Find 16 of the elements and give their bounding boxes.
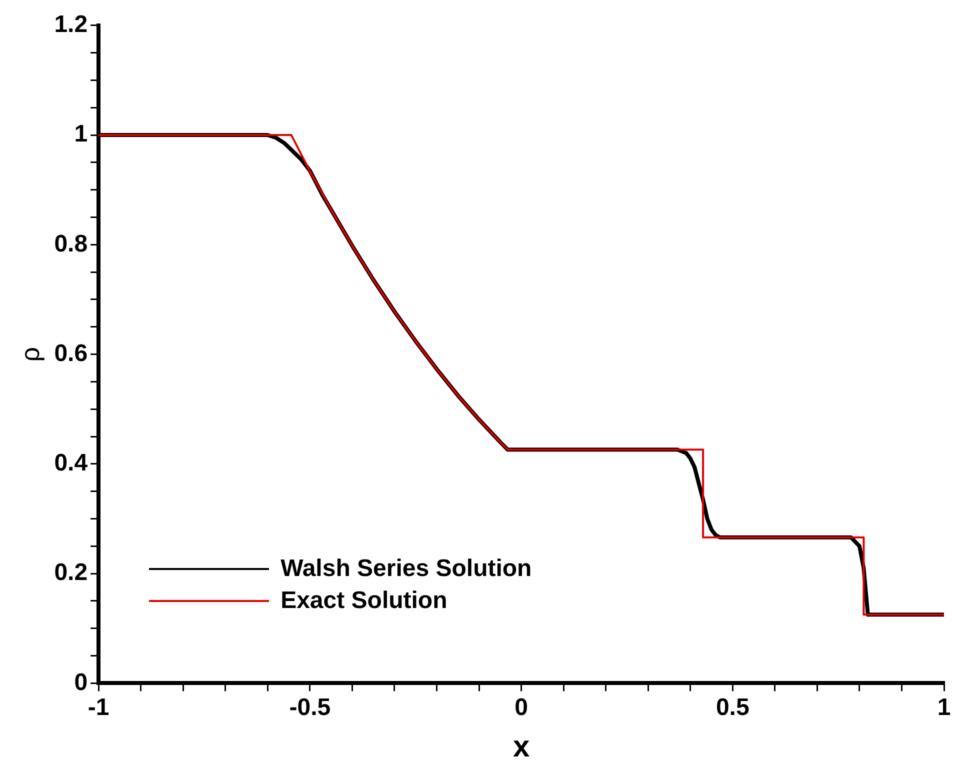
y-tick-label: 1 xyxy=(74,120,88,148)
legend-label: Exact Solution xyxy=(280,587,448,616)
y-tick-label: 1.2 xyxy=(54,11,88,38)
legend-label: Walsh Series Solution xyxy=(280,555,532,584)
x-tick-label: 0.5 xyxy=(716,694,750,722)
y-axis-title: ρ xyxy=(14,346,45,362)
y-tick-label: 0 xyxy=(74,668,88,696)
y-tick-label: 0.6 xyxy=(54,340,88,367)
x-tick-label: 1 xyxy=(937,694,951,722)
y-tick-label: 0.2 xyxy=(54,559,88,586)
y-tick-label: 0.4 xyxy=(54,450,88,477)
y-tick-label: 0.8 xyxy=(54,230,88,258)
x-tick-label: -1 xyxy=(88,694,110,722)
x-tick-label: -0.5 xyxy=(289,694,331,722)
x-tick-label: 0 xyxy=(514,694,528,722)
x-axis-title: x xyxy=(512,730,530,764)
